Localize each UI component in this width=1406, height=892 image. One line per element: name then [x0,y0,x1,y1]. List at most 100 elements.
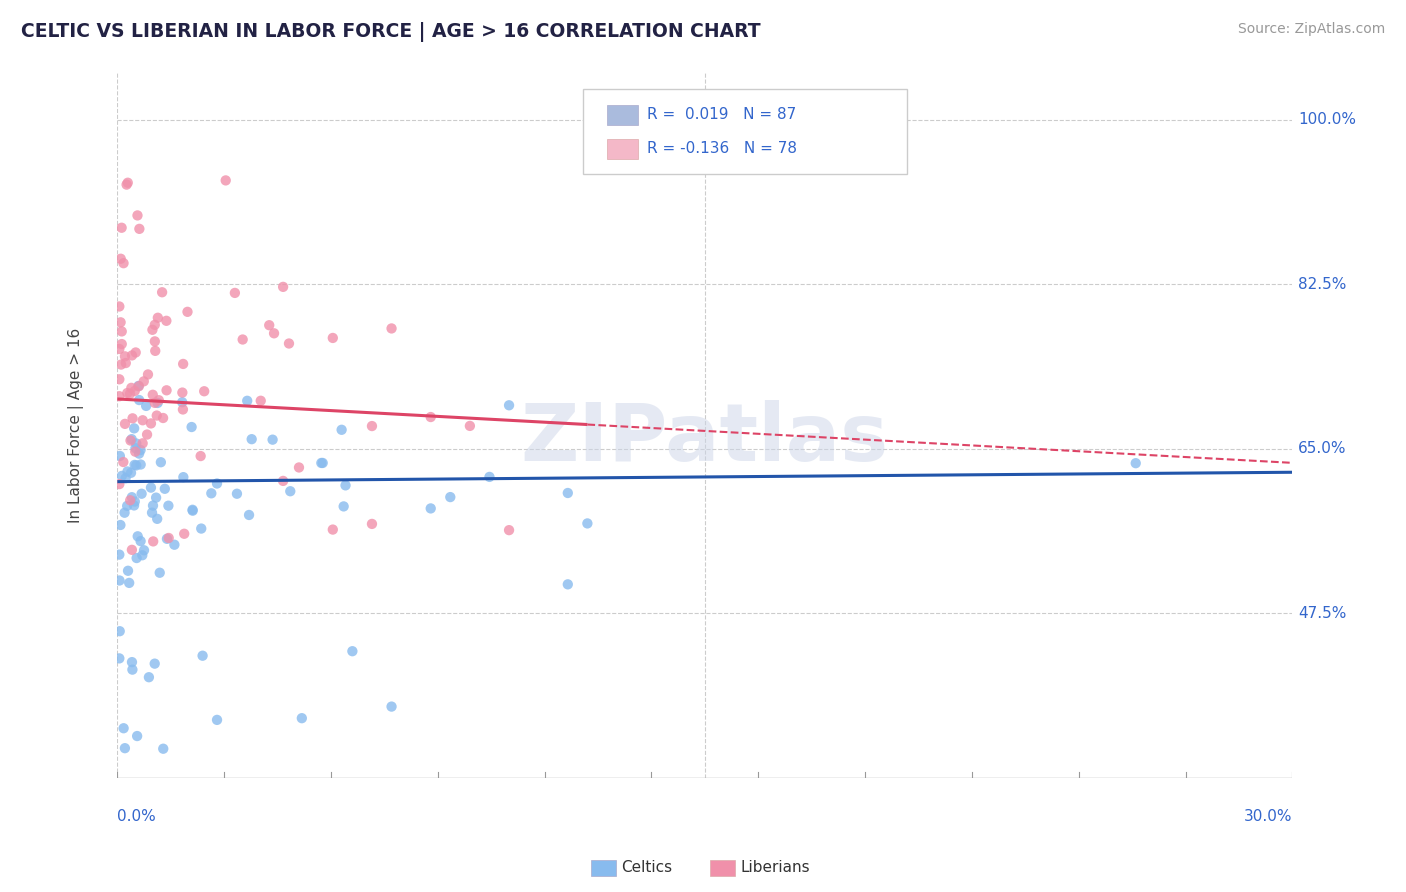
Point [172,402,194,417]
Point [150,285,173,300]
Point [124,384,146,398]
Point [124,458,146,472]
Text: ZIPatlas: ZIPatlas [520,401,889,478]
Point [330,423,353,437]
Text: 82.5%: 82.5% [1298,277,1347,292]
Text: In Labor Force | Age > 16: In Labor Force | Age > 16 [69,327,84,523]
Point [271,280,294,294]
Point [142,534,165,549]
Point [128,222,150,236]
Point [129,534,152,549]
Point [117,465,139,479]
Point [114,741,136,756]
Point [172,357,194,371]
Point [576,516,599,531]
Point [205,476,228,491]
Point [143,396,166,410]
Point [557,577,579,591]
Point [125,551,148,566]
Point [127,729,149,743]
Point [193,384,215,399]
Point [249,393,271,408]
Point [108,300,131,314]
Point [120,466,142,480]
Point [117,386,139,401]
Point [498,398,520,412]
Point [322,331,344,345]
Point [176,305,198,319]
Point [139,417,162,431]
Point [121,655,143,669]
Point [125,458,148,473]
Point [143,318,166,332]
Point [117,176,139,190]
Point [108,342,131,356]
Text: 47.5%: 47.5% [1298,606,1347,621]
Point [226,487,249,501]
Point [108,477,131,491]
Point [114,356,136,370]
Point [131,487,153,501]
Point [205,713,228,727]
Point [278,336,301,351]
Point [111,469,134,483]
Point [128,392,150,407]
Point [115,178,138,192]
Point [108,624,131,639]
Point [238,508,260,522]
Point [291,711,314,725]
Point [114,349,136,363]
Point [120,381,142,395]
Point [128,447,150,461]
Point [132,543,155,558]
Point [112,721,135,735]
Point [149,455,172,469]
Point [131,436,153,450]
Point [110,252,132,266]
Point [138,670,160,684]
Point [380,321,402,335]
Point [136,427,159,442]
Point [172,470,194,484]
Point [139,481,162,495]
Point [128,379,150,393]
Text: 30.0%: 30.0% [1244,809,1292,824]
Point [240,432,263,446]
Point [361,419,384,434]
Point [110,358,132,372]
Point [142,499,165,513]
Text: Source: ZipAtlas.com: Source: ZipAtlas.com [1237,22,1385,37]
Point [498,523,520,537]
Point [190,522,212,536]
Point [146,396,169,410]
Point [141,323,163,337]
Point [125,345,148,359]
Point [110,315,132,329]
Point [155,384,177,398]
Point [121,348,143,362]
Point [157,531,180,545]
Point [1125,456,1147,470]
Point [152,411,174,425]
Point [419,410,441,425]
Point [142,388,165,402]
Point [108,548,131,562]
Point [181,502,204,516]
Point [262,433,284,447]
Point [332,500,354,514]
Point [110,518,132,533]
Text: R = -0.136   N = 78: R = -0.136 N = 78 [647,141,797,155]
Point [129,443,152,458]
Text: Liberians: Liberians [741,861,811,875]
Point [322,523,344,537]
Point [173,526,195,541]
Point [132,375,155,389]
Point [117,564,139,578]
Point [120,493,142,508]
Point [121,411,143,425]
Point [111,337,134,351]
Point [190,449,212,463]
Point [121,432,143,446]
Point [271,474,294,488]
Point [121,542,143,557]
